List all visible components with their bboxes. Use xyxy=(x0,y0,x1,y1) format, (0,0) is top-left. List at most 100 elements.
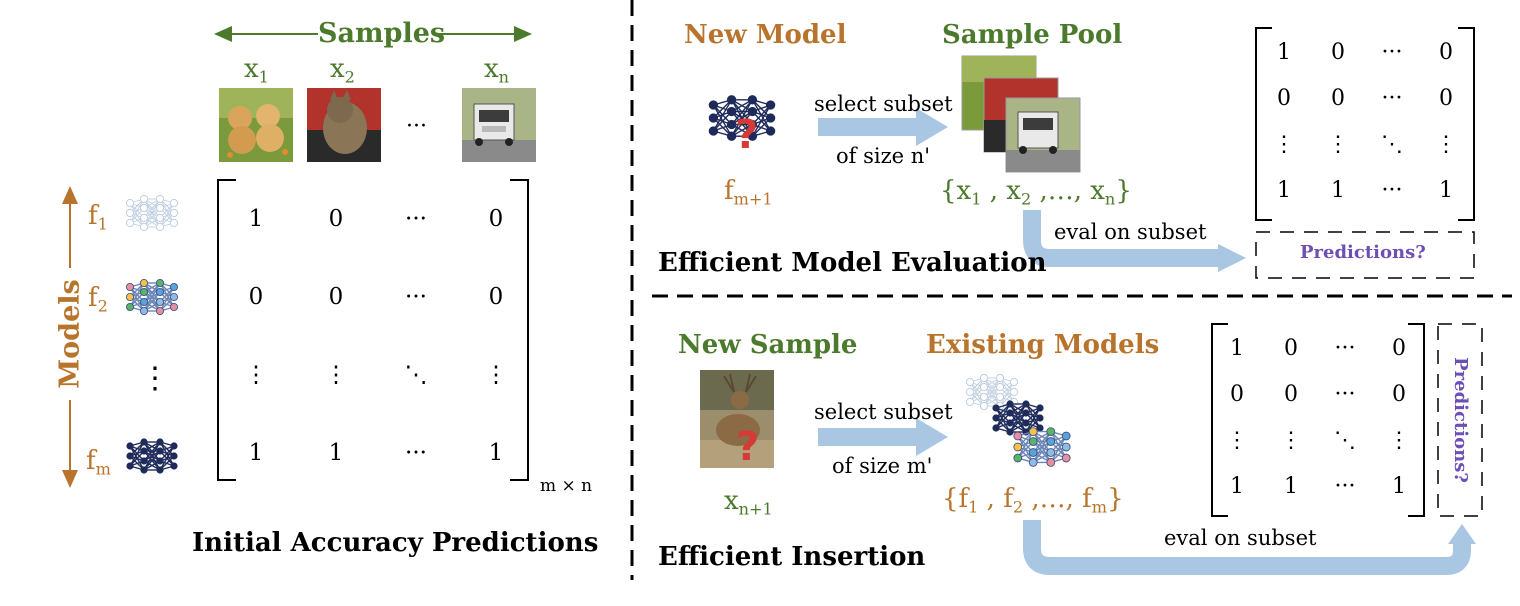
matrix-cell: ⋱ xyxy=(1334,428,1356,453)
model-fm-icon xyxy=(126,438,178,474)
f1-label: f1 xyxy=(88,201,108,234)
matrix-cell: ⋮ xyxy=(244,362,268,388)
matrix-cell: 0 xyxy=(1331,86,1345,111)
models-label: Models xyxy=(54,279,86,389)
matrix-cell: 0 xyxy=(248,284,264,310)
matrix-cell: 1 xyxy=(248,206,264,232)
matrix-cell: 0 xyxy=(1331,40,1345,65)
matrix-cell: 0 xyxy=(1439,40,1453,65)
br-matrix-bracket-right xyxy=(1408,323,1425,517)
model-dots: ⋮ xyxy=(140,361,170,396)
existing-model-3-icon xyxy=(1013,427,1071,467)
matrix-cell: ⋮ xyxy=(1388,428,1410,453)
br-select-line2: of size m' xyxy=(832,454,933,478)
x1-label: x1 xyxy=(244,54,269,87)
model-set-label: {f1 , f2 ,…, fm} xyxy=(942,484,1124,517)
left-caption: Initial Accuracy Predictions xyxy=(192,528,599,558)
left-matrix-size: m × n xyxy=(540,476,593,496)
matrix-cell: 1 xyxy=(248,440,264,466)
x-n1-label: xn+1 xyxy=(724,486,773,519)
select-arrow-bottom xyxy=(818,418,948,456)
br-select-line1: select subset xyxy=(814,400,953,424)
model-f1-icon xyxy=(125,194,179,232)
matrix-cell: 0 xyxy=(488,206,504,232)
matrix-cell: 1 xyxy=(1230,336,1244,361)
matrix-cell: 1 xyxy=(1331,178,1345,203)
eval-arrow-top xyxy=(1023,210,1246,272)
xn-label: xn xyxy=(484,54,510,87)
matrix-cell: ⋮ xyxy=(1273,132,1295,157)
matrix-cell: 1 xyxy=(1230,474,1244,499)
matrix-cell: 0 xyxy=(1392,382,1406,407)
matrix-cell: 1 xyxy=(1284,474,1298,499)
matrix-cell: 1 xyxy=(1277,40,1291,65)
select-arrow-top xyxy=(818,108,948,146)
matrix-cell: 1 xyxy=(1392,474,1406,499)
tr-title: Efficient Model Evaluation xyxy=(658,248,1047,278)
left-matrix-bracket-right xyxy=(510,179,529,481)
f-m1-label: fm+1 xyxy=(724,176,773,209)
matrix-cell: 1 xyxy=(328,440,344,466)
matrix-cell: 0 xyxy=(1439,86,1453,111)
matrix-cell: ⋮ xyxy=(1226,428,1248,453)
matrix-cell: 0 xyxy=(1284,382,1298,407)
matrix-cell: ⋮ xyxy=(1435,132,1457,157)
matrix-cell: ··· xyxy=(1334,474,1356,499)
samples-label: Samples xyxy=(318,18,446,49)
fm-label: fm xyxy=(86,446,111,479)
matrix-cell: ··· xyxy=(1334,336,1356,361)
matrix-cell: ··· xyxy=(405,440,427,466)
tr-matrix-bracket-left xyxy=(1255,27,1272,221)
matrix-cell: 1 xyxy=(1439,178,1453,203)
matrix-cell: ··· xyxy=(1381,178,1403,203)
sample-set-label: {x1 , x2 ,…, xn} xyxy=(940,176,1132,209)
br-title: Efficient Insertion xyxy=(658,542,926,572)
tr-question-mark: ? xyxy=(735,112,759,158)
f2-label: f2 xyxy=(88,283,108,316)
matrix-cell: ⋮ xyxy=(484,362,508,388)
cat-image xyxy=(307,88,381,162)
matrix-cell: ··· xyxy=(1381,40,1403,65)
new-model-icon xyxy=(708,95,776,141)
matrix-cell: ··· xyxy=(405,284,427,310)
puppies-image xyxy=(219,88,293,162)
eval-arrow-bottom xyxy=(1023,520,1476,575)
existing-models-label: Existing Models xyxy=(926,330,1160,360)
br-predictions-label: Predictions? xyxy=(1450,357,1471,483)
matrix-cell: ⋱ xyxy=(404,362,428,388)
new-sample-label: New Sample xyxy=(678,330,858,360)
truck-image xyxy=(462,88,536,162)
tr-eval-label: eval on subset xyxy=(1054,220,1207,244)
tr-matrix-bracket-right xyxy=(1458,27,1475,221)
matrix-cell: ··· xyxy=(405,206,427,232)
tr-select-line2: of size n' xyxy=(836,144,931,168)
tr-predictions-box xyxy=(1255,231,1475,279)
sample-pool-label: Sample Pool xyxy=(942,20,1123,50)
new-model-label: New Model xyxy=(684,20,847,50)
matrix-cell: 0 xyxy=(1230,382,1244,407)
matrix-cell: ⋮ xyxy=(1280,428,1302,453)
matrix-cell: 0 xyxy=(488,284,504,310)
matrix-cell: 0 xyxy=(328,206,344,232)
x2-label: x2 xyxy=(330,54,355,87)
existing-model-2-icon xyxy=(992,400,1044,436)
matrix-cell: ⋮ xyxy=(1327,132,1349,157)
br-question-mark: ? xyxy=(736,424,760,470)
matrix-cell: 1 xyxy=(488,440,504,466)
tr-predictions-label: Predictions? xyxy=(1300,242,1426,263)
existing-model-1-icon xyxy=(965,373,1019,411)
br-eval-label: eval on subset xyxy=(1164,526,1317,550)
matrix-cell: 0 xyxy=(328,284,344,310)
sample-ellipsis: ··· xyxy=(406,114,427,139)
matrix-cell: 0 xyxy=(1392,336,1406,361)
left-matrix-bracket-left xyxy=(217,179,236,481)
deer-image xyxy=(700,370,774,468)
matrix-cell: ··· xyxy=(1381,86,1403,111)
matrix-cell: ··· xyxy=(1334,382,1356,407)
model-f2-icon xyxy=(126,278,178,315)
matrix-cell: 1 xyxy=(1277,178,1291,203)
matrix-cell: 0 xyxy=(1277,86,1291,111)
br-matrix-bracket-left xyxy=(1211,323,1228,517)
matrix-cell: ⋮ xyxy=(324,362,348,388)
